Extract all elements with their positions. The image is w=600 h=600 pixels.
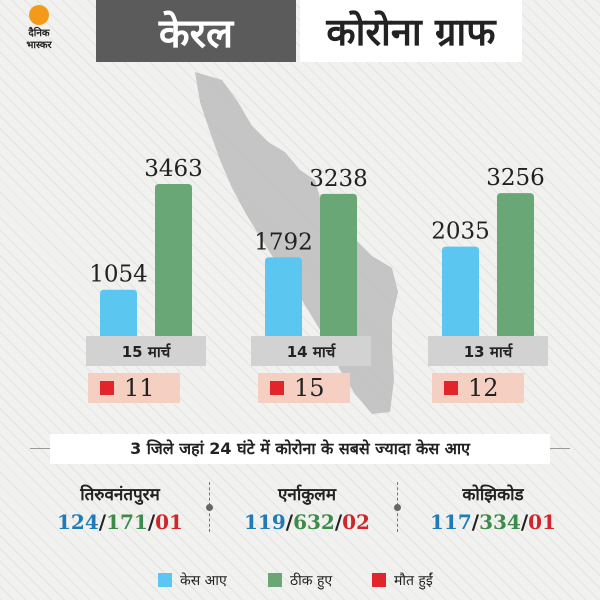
title-state: केरल: [96, 0, 296, 62]
death-marker: [270, 381, 284, 395]
date-bar: [86, 336, 206, 366]
legend-swatch: [268, 573, 282, 587]
sun-icon: [29, 5, 49, 25]
district-name: कोझिकोड: [462, 485, 524, 505]
district-recovered: 334: [479, 510, 521, 534]
legend-swatch: [158, 573, 172, 587]
category-label: 14 मार्च: [287, 343, 337, 361]
data-label-cases: 1792: [254, 229, 313, 255]
legend-label: मौत हुईं: [394, 572, 433, 589]
category-label: 15 मार्च: [122, 343, 172, 361]
category-label: 13 मार्च: [464, 343, 514, 361]
district-cases: 117: [430, 510, 472, 534]
legend-swatch: [372, 573, 386, 587]
district-figures: 117/334/01: [430, 510, 556, 534]
death-box-15-march: 11: [88, 373, 180, 403]
district-recovered: 171: [106, 510, 148, 534]
legend-item-deaths: मौत हुईं: [372, 570, 433, 590]
bar-cases: [265, 257, 302, 336]
district-deaths: 02: [342, 510, 370, 534]
death-marker: [444, 381, 458, 395]
bar-recovered: [497, 193, 534, 336]
date-bar: [251, 336, 371, 366]
legend-item-cases: केस आए: [158, 570, 227, 590]
data-label-recovered: 3256: [486, 165, 545, 191]
district-deaths: 01: [528, 510, 556, 534]
district-name: एर्नाकुलम: [278, 485, 336, 505]
death-box-13-march: 12: [432, 373, 524, 403]
bar-cases: [100, 289, 137, 336]
data-label-recovered: 3463: [144, 156, 203, 182]
district-figures: 124/171/01: [57, 510, 183, 534]
district-recovered: 632: [293, 510, 335, 534]
data-label-recovered: 3238: [309, 166, 368, 192]
bar-chart: 1054 3463 15 मार्च 1792 3238 14 मार्च 2035 3256…: [86, 156, 548, 366]
district-separator: [206, 482, 213, 532]
district-cases: 119: [244, 510, 286, 534]
data-label-cases: 1054: [89, 262, 148, 288]
date-bar: [428, 336, 548, 366]
legend-label: ठीक हुए: [290, 572, 333, 589]
district-name: तिरुवनंतपुरम: [80, 485, 160, 505]
logo-line-1: दैनिक: [28, 28, 50, 39]
district-separator: [394, 482, 401, 532]
death-count: 11: [124, 374, 155, 402]
dainik-bhaskar-logo: दैनिक भास्कर: [10, 5, 68, 55]
district-thiruvananthapuram: तिरुवनंतपुरम 124/171/01: [25, 482, 215, 536]
bar-recovered: [155, 184, 192, 336]
legend-item-recovered: ठीक हुए: [268, 570, 332, 590]
death-count: 12: [468, 374, 499, 402]
district-cases: 124: [57, 510, 99, 534]
district-ernakulam: एर्नाकुलम 119/632/02: [212, 482, 402, 536]
districts-title: 3 जिले जहां 24 घंटे में कोरोना के सबसे ज…: [50, 434, 550, 464]
district-figures: 119/632/02: [244, 510, 370, 534]
death-box-14-march: 15: [258, 373, 350, 403]
death-count: 15: [294, 374, 325, 402]
district-kozhikode: कोझिकोड 117/334/01: [398, 482, 588, 536]
title-graph: कोरोना ग्राफ: [300, 0, 522, 62]
bar-recovered: [320, 193, 357, 336]
logo-line-2: भास्कर: [26, 40, 52, 51]
death-marker: [100, 381, 114, 395]
district-deaths: 01: [155, 510, 183, 534]
data-label-cases: 2035: [431, 219, 490, 245]
legend-label: केस आए: [180, 572, 227, 589]
bar-cases: [442, 246, 479, 336]
